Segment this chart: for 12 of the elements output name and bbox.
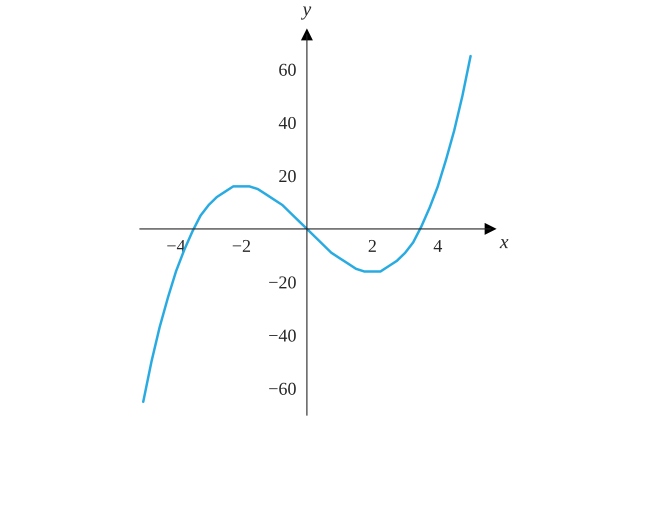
x-tick-label: 2 bbox=[368, 240, 376, 252]
x-tick-label: 4 bbox=[434, 240, 442, 252]
y-tick-label: −20 bbox=[269, 276, 296, 289]
y-axis-title: y bbox=[300, 6, 312, 20]
x-tick-label: −2 bbox=[232, 240, 250, 252]
y-tick-label: 60 bbox=[279, 64, 296, 76]
x-axis-title: x bbox=[500, 239, 508, 248]
y-tick-label: −60 bbox=[269, 382, 296, 395]
y-tick-label: 20 bbox=[279, 170, 296, 182]
y-tick-label: −40 bbox=[269, 330, 296, 342]
y-tick-label: 40 bbox=[278, 116, 296, 130]
line-series bbox=[142, 54, 472, 403]
